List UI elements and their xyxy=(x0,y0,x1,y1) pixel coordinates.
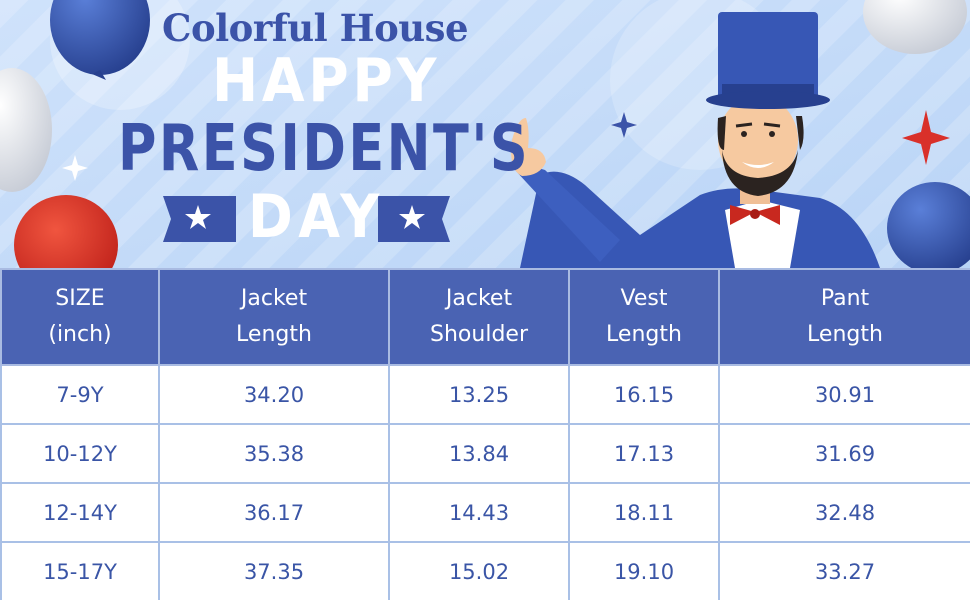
cell-jacket-shoulder: 13.84 xyxy=(388,423,570,484)
cell-size: 7-9Y xyxy=(0,364,160,425)
banner-title-day: DAY xyxy=(248,182,385,252)
star-ribbon-right-icon xyxy=(378,196,450,242)
header-jacket-length: Jacket Length xyxy=(158,268,390,366)
cell-jacket-length: 34.20 xyxy=(158,364,390,425)
banner-artwork xyxy=(0,0,970,268)
star-ribbon-left-icon xyxy=(163,196,236,242)
banner-title-presidents: PRESIDENT'S xyxy=(118,112,531,186)
red-balloon-icon xyxy=(14,195,118,268)
cell-jacket-shoulder: 14.43 xyxy=(388,482,570,543)
table-row: 15-17Y 37.35 15.02 19.10 33.27 xyxy=(0,541,970,600)
cell-size: 10-12Y xyxy=(0,423,160,484)
cell-vest-length: 16.15 xyxy=(568,364,720,425)
cell-vest-length: 17.13 xyxy=(568,423,720,484)
cell-vest-length: 19.10 xyxy=(568,541,720,600)
cell-jacket-length: 35.38 xyxy=(158,423,390,484)
cell-pant-length: 33.27 xyxy=(718,541,970,600)
white-balloon-right-icon xyxy=(863,0,967,54)
brand-name: Colorful House xyxy=(162,6,469,50)
red-sparkle-icon xyxy=(902,110,950,165)
cell-size: 12-14Y xyxy=(0,482,160,543)
header-vest-length: Vest Length xyxy=(568,268,720,366)
cell-size: 15-17Y xyxy=(0,541,160,600)
cell-jacket-length: 36.17 xyxy=(158,482,390,543)
cell-pant-length: 31.69 xyxy=(718,423,970,484)
sparkle-icon xyxy=(611,112,637,138)
table-row: 10-12Y 35.38 13.84 17.13 31.69 xyxy=(0,423,970,484)
cell-jacket-shoulder: 13.25 xyxy=(388,364,570,425)
blue-balloon-right-icon xyxy=(887,182,970,268)
header-size: SIZE (inch) xyxy=(0,268,160,366)
header-jacket-shoulder: Jacket Shoulder xyxy=(388,268,570,366)
banner-title-happy: HAPPY xyxy=(212,46,441,116)
cell-jacket-shoulder: 15.02 xyxy=(388,541,570,600)
table-row: 12-14Y 36.17 14.43 18.11 32.48 xyxy=(0,482,970,543)
table-header-row: SIZE (inch) Jacket Length Jacket Shoulder V… xyxy=(0,268,970,366)
white-balloon-left-icon xyxy=(0,68,52,192)
header-pant-length: Pant Length xyxy=(718,268,970,366)
size-chart-table: SIZE (inch) Jacket Length Jacket Shoulder V… xyxy=(0,268,970,600)
presidents-day-banner: Colorful House HAPPY PRESIDENT'S DAY xyxy=(0,0,970,268)
president-character-icon xyxy=(511,12,880,268)
cell-jacket-length: 37.35 xyxy=(158,541,390,600)
table-row: 7-9Y 34.20 13.25 16.15 30.91 xyxy=(0,364,970,425)
white-sparkle-icon xyxy=(62,155,88,181)
cell-pant-length: 32.48 xyxy=(718,482,970,543)
blue-balloon-icon xyxy=(50,0,150,80)
cell-vest-length: 18.11 xyxy=(568,482,720,543)
cell-pant-length: 30.91 xyxy=(718,364,970,425)
